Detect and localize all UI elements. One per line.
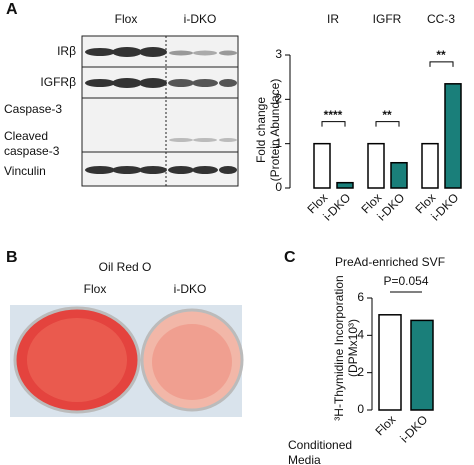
y-tick-label: 1 <box>275 136 282 150</box>
y-axis-label: ³H-Thymidine Incorporation <box>332 275 346 420</box>
y-tick-label: 6 <box>357 290 364 304</box>
y-axis-label: Fold change <box>254 97 268 163</box>
bar <box>444 83 462 189</box>
image-title: Oil Red O <box>99 260 152 274</box>
y-tick-label: 0 <box>275 180 282 194</box>
blot <box>81 35 239 187</box>
blot-row-line: caspase-3 <box>4 144 60 158</box>
x-axis-label: Conditioned <box>288 438 352 452</box>
y-axis-label: (DPMx10³) <box>346 319 360 377</box>
group-label: IGFR <box>373 12 402 26</box>
bar <box>367 142 385 189</box>
bracket <box>429 61 454 67</box>
y-tick-label: 2 <box>357 365 364 379</box>
blot-row-line: Cleaved <box>4 129 48 143</box>
chart-title: PreAd-enriched SVF <box>335 255 445 269</box>
blot-column: Flox <box>115 12 138 26</box>
image-column: i-DKO <box>174 282 207 296</box>
y-tick-label: 3 <box>275 47 282 61</box>
bar <box>421 142 439 189</box>
blot-row: Cleaved caspase-3 <box>4 129 60 158</box>
blot-row: IGFRβ <box>40 75 76 89</box>
bracket <box>375 121 400 127</box>
photo <box>10 305 244 417</box>
panel-label: C <box>284 249 296 266</box>
significance: ** <box>436 48 446 62</box>
x-tick-label: i-DKO <box>397 412 430 445</box>
x-tick-label: Flox <box>372 412 398 438</box>
panel-label: B <box>6 249 18 266</box>
y-tick-label: 2 <box>275 92 282 106</box>
bracket <box>321 121 346 127</box>
annotation: P=0.054 <box>383 274 428 288</box>
group-label: CC-3 <box>427 12 455 26</box>
bar <box>390 161 408 189</box>
bar <box>410 319 434 411</box>
blot-column: i-DKO <box>184 12 217 26</box>
y-tick-label: 4 <box>357 328 364 342</box>
blot-row: IRβ <box>57 44 76 58</box>
x-axis-label: Media <box>288 453 321 465</box>
group-label: IR <box>327 12 339 26</box>
blot-row: Vinculin <box>4 164 46 178</box>
y-axis-label: (Protein Abundace) <box>268 79 282 182</box>
bands <box>85 47 237 174</box>
image-column: Flox <box>84 282 107 296</box>
bar <box>336 181 354 189</box>
blot-row: Caspase-3 <box>4 102 62 116</box>
significance: **** <box>324 108 343 122</box>
y-tick-label: 0 <box>357 402 364 416</box>
bar <box>313 142 331 189</box>
panel-label: A <box>6 1 18 18</box>
significance: ** <box>382 108 392 122</box>
bar <box>378 314 402 411</box>
